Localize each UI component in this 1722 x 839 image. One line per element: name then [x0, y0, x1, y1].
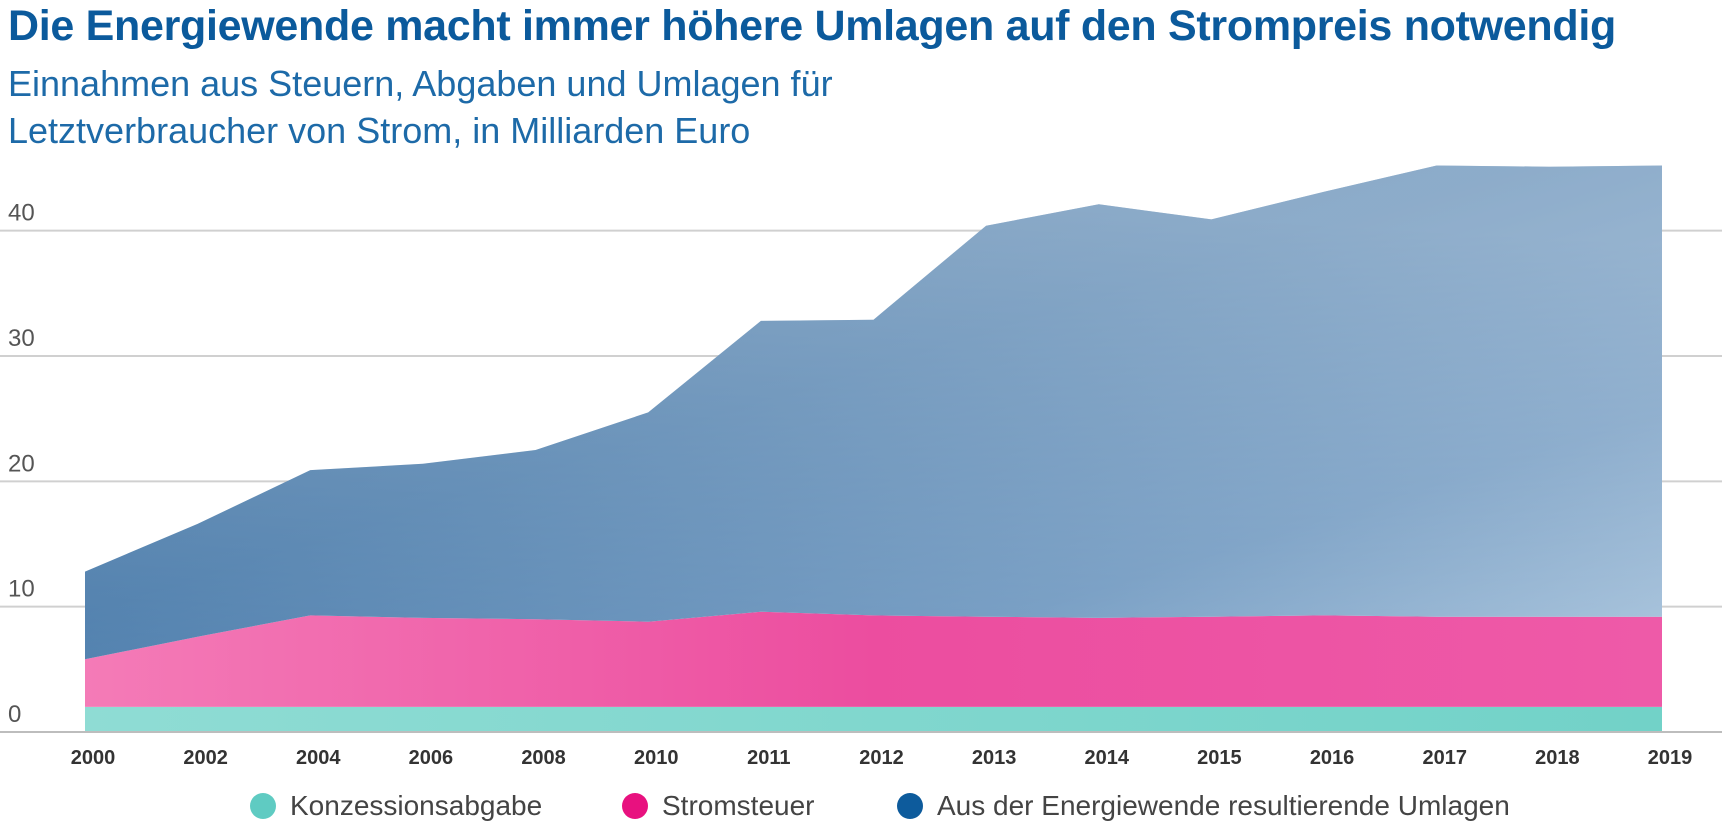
x-tick-label-2004: 2004 [296, 747, 341, 769]
legend-item-stromsteuer: Stromsteuer [622, 790, 815, 822]
x-tick-label-2011: 2011 [747, 747, 790, 769]
area-konzessionsabgabe [85, 706, 1662, 732]
area-umlagen-highlight [85, 165, 1662, 660]
stacked-area-chart: 0 10 20 30 40 2000 2002 2004 2006 2008 2010 2011 201… [0, 165, 1722, 769]
legend-item-umlagen: Aus der Energiewende resultierende Umlag… [897, 790, 1510, 822]
axes: 0 10 20 30 40 2000 2002 2004 2006 2008 2010 2011 201… [0, 200, 1722, 769]
y-tick-label-0: 0 [8, 701, 21, 728]
subtitle-line-2: Letztverbraucher von Strom, in Milliarde… [8, 110, 751, 151]
x-tick-label-2016: 2016 [1310, 747, 1355, 769]
area-layer [85, 165, 1662, 732]
x-tick-label-2012: 2012 [859, 747, 904, 769]
legend-item-konzession: Konzessionsabgabe [250, 790, 542, 822]
legend-label-umlagen: Aus der Energiewende resultierende Umlag… [937, 790, 1510, 821]
subtitle-line-1: Einnahmen aus Steuern, Abgaben und Umlag… [8, 63, 833, 104]
x-tick-label-2019: 2019 [1648, 747, 1693, 769]
x-tick-label-2002: 2002 [183, 747, 228, 769]
y-tick-label-40: 40 [8, 200, 35, 227]
x-tick-label-2014: 2014 [1085, 747, 1130, 769]
x-tick-label-2010: 2010 [634, 747, 679, 769]
x-tick-label-2015: 2015 [1197, 747, 1242, 769]
chart-title: Die Energiewende macht immer höhere Umla… [8, 2, 1616, 50]
chart-subtitle: Einnahmen aus Steuern, Abgaben und Umlag… [8, 60, 1008, 154]
x-tick-label-2013: 2013 [972, 747, 1017, 769]
y-tick-label-10: 10 [8, 576, 35, 603]
legend-dot-stromsteuer [622, 793, 648, 819]
area-stromsteuer [85, 611, 1662, 707]
x-tick-label-2018: 2018 [1535, 747, 1580, 769]
legend-label-konzession: Konzessionsabgabe [290, 790, 543, 821]
y-tick-label-30: 30 [8, 325, 35, 352]
legend-dot-umlagen [897, 793, 923, 819]
legend-label-stromsteuer: Stromsteuer [662, 790, 815, 821]
legend-dot-konzession [250, 793, 276, 819]
x-tick-label-2006: 2006 [409, 747, 454, 769]
x-tick-label-2008: 2008 [521, 747, 566, 769]
x-tick-label-2000: 2000 [71, 747, 116, 769]
x-tick-label-2017: 2017 [1422, 747, 1467, 769]
legend: Konzessionsabgabe Stromsteuer Aus der En… [0, 790, 1722, 830]
y-tick-label-20: 20 [8, 450, 35, 477]
